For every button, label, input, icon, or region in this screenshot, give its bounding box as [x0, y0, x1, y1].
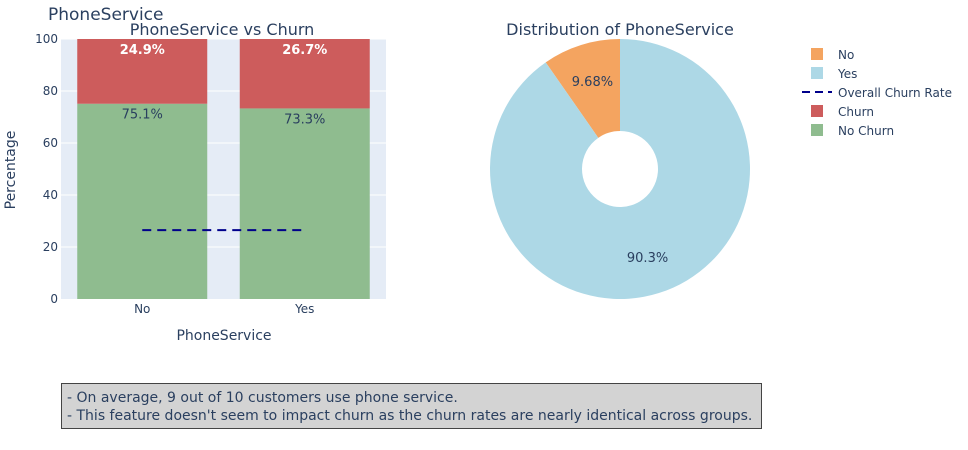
bar-yes-churn — [239, 39, 370, 109]
pie-slice-label: 9.68% — [572, 75, 613, 90]
bar-marks — [77, 39, 370, 300]
legend-label: Yes — [837, 67, 857, 81]
pie-chart: Distribution of PhoneService 9.68% 90.3% — [490, 20, 750, 299]
figure-title: PhoneService — [48, 5, 164, 25]
legend-label: No — [838, 48, 854, 62]
bar-no-no-churn — [77, 103, 208, 300]
legend-item: No — [811, 48, 854, 62]
bar-y-tick-label: 0 — [50, 292, 58, 306]
legend-swatch — [811, 105, 823, 117]
legend-item: No Churn — [811, 124, 894, 138]
bar-data-label: 26.7% — [282, 43, 327, 58]
legend-swatch — [811, 67, 823, 79]
bar-data-label: 24.9% — [120, 43, 165, 58]
bar-y-tick-labels: 0 20 40 60 80 100 — [35, 32, 58, 306]
pie-slice-labels: 9.68% 90.3% — [572, 75, 668, 266]
bar-y-tick-label: 80 — [43, 84, 58, 98]
legend-swatch — [811, 48, 823, 60]
bar-y-axis-label: Percentage — [3, 131, 19, 210]
bar-y-tick-label: 40 — [43, 188, 58, 202]
bar-chart: PhoneService vs Churn 0 20 40 60 80 100 75.1%… — [3, 20, 386, 344]
pie-slice-no — [545, 39, 620, 138]
pie-slice-label: 90.3% — [627, 251, 668, 266]
bar-yes-no-churn — [239, 108, 370, 299]
legend-label: No Churn — [838, 124, 894, 138]
legend-item: Overall Churn Rate — [802, 86, 952, 100]
bar-data-label: 75.1% — [122, 108, 163, 123]
bar-x-tick-label: No — [134, 302, 150, 316]
bar-y-tick-label: 20 — [43, 240, 58, 254]
bar-x-axis-label: PhoneService — [176, 328, 271, 344]
legend-item: Yes — [811, 67, 857, 81]
bar-x-tick-label: Yes — [294, 302, 314, 316]
legend-swatch — [811, 124, 823, 136]
bar-chart-title: PhoneService vs Churn — [130, 20, 315, 39]
legend-label: Overall Churn Rate — [838, 86, 952, 100]
note-line: - On average, 9 out of 10 customers use … — [67, 390, 458, 406]
notes-box: - On average, 9 out of 10 customers use … — [61, 383, 762, 429]
bar-data-labels: 75.1% 24.9% 73.3% 26.7% — [120, 43, 328, 127]
bar-data-label: 73.3% — [284, 112, 325, 127]
pie-chart-title: Distribution of PhoneService — [506, 20, 734, 39]
bar-y-tick-label: 100 — [35, 32, 58, 46]
note-line: - This feature doesn't seem to impact ch… — [67, 408, 753, 424]
legend: No Yes Overall Churn Rate Churn No Churn — [802, 48, 952, 138]
pie-slices — [490, 39, 750, 299]
legend-label: Churn — [838, 105, 874, 119]
bar-no-churn — [77, 39, 208, 104]
bar-y-tick-label: 60 — [43, 136, 58, 150]
legend-item: Churn — [811, 105, 874, 119]
pie-slice-yes — [490, 39, 750, 299]
bar-x-tick-labels: No Yes — [134, 302, 314, 316]
